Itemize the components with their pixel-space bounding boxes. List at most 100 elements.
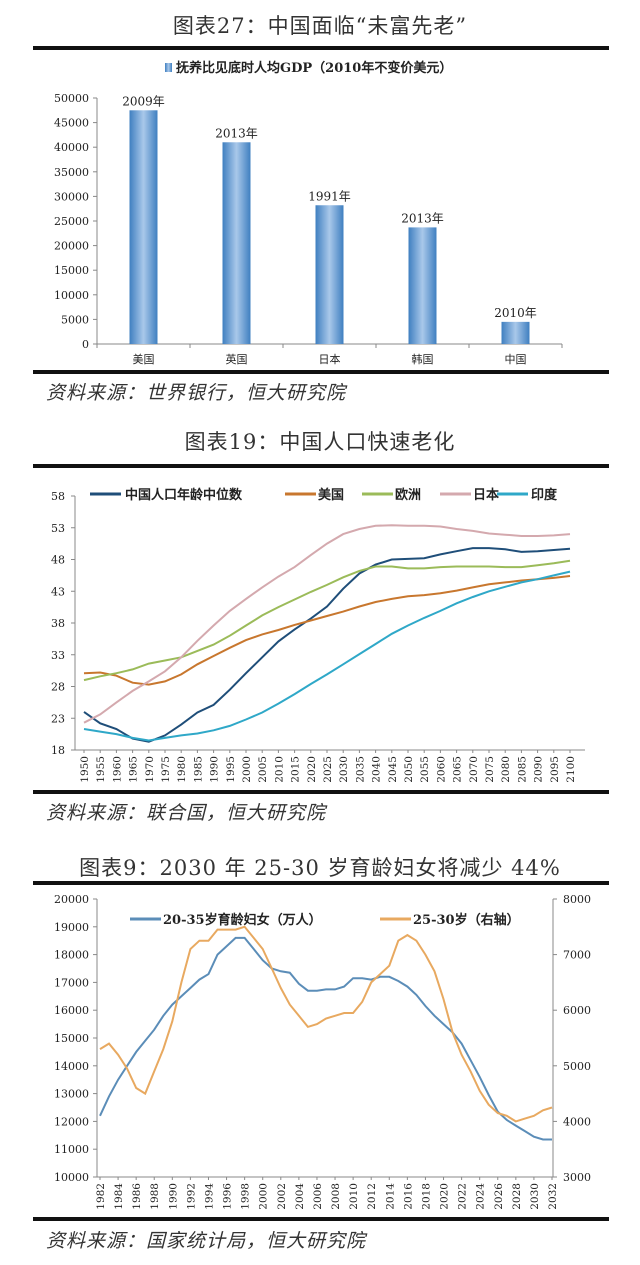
chart1-legend-swatch bbox=[165, 63, 172, 72]
chart3-x-tick-label: 1982 bbox=[95, 1183, 107, 1210]
chart1-x-tick-label: 美国 bbox=[133, 353, 155, 366]
chart1-data-label: 2013年 bbox=[401, 211, 444, 225]
chart3-x-tick-label: 2010 bbox=[348, 1183, 360, 1210]
chart2-x-tick-label: 2005 bbox=[257, 756, 269, 783]
chart1-data-label: 2013年 bbox=[215, 126, 258, 140]
chart2-x-tick-label: 2050 bbox=[403, 756, 415, 783]
chart3-left-y-tick-label: 11000 bbox=[54, 1143, 89, 1156]
chart2-series-line bbox=[83, 524, 571, 724]
chart2-x-tick-label: 1960 bbox=[111, 756, 123, 783]
chart1-data-label: 2010年 bbox=[494, 306, 537, 320]
chart1-data-label: 1991年 bbox=[308, 189, 351, 203]
chart3-left-y-tick-label: 16000 bbox=[54, 1004, 89, 1017]
chart2-x-tick-label: 2080 bbox=[500, 756, 512, 783]
chart3-left-y-tick-label: 15000 bbox=[54, 1032, 89, 1045]
chart2-x-tick-label: 2085 bbox=[516, 756, 528, 783]
chart3-right-y-tick-label: 8000 bbox=[563, 893, 591, 906]
chart1-bar bbox=[408, 227, 437, 344]
chart2-y-tick-label: 48 bbox=[51, 554, 65, 567]
chart2-legend-label: 美国 bbox=[318, 487, 344, 503]
chart2-y-tick-label: 38 bbox=[51, 617, 65, 630]
chart1-bottom-rule bbox=[33, 370, 609, 374]
chart1-x-tick-label: 中国 bbox=[505, 353, 527, 366]
chart2-series-line bbox=[83, 570, 571, 742]
chart2-y-tick-label: 23 bbox=[51, 712, 65, 725]
chart3-legend-label: 20-35岁育龄妇女（万人） bbox=[163, 912, 322, 928]
chart3-x-tick-label: 2002 bbox=[276, 1183, 288, 1210]
chart3-left-y-tick-label: 20000 bbox=[54, 893, 89, 906]
chart2-x-tick-label: 2055 bbox=[419, 756, 431, 783]
chart1-title: 图表27：中国面临“未富先老” bbox=[172, 14, 468, 38]
chart3-left-y-tick-label: 10000 bbox=[54, 1171, 89, 1184]
chart3-right-y-tick-label: 6000 bbox=[563, 1004, 591, 1017]
chart2-x-tick-label: 2065 bbox=[452, 756, 464, 783]
chart2-legend-label: 印度 bbox=[531, 487, 558, 503]
chart3-x-tick-label: 1986 bbox=[131, 1183, 143, 1210]
chart1-bar bbox=[222, 142, 251, 344]
chart1-x-tick-label: 英国 bbox=[226, 352, 248, 366]
chart3-left-y-tick-label: 17000 bbox=[54, 976, 89, 989]
chart1-bar bbox=[501, 321, 530, 344]
chart1-y-tick-label: 25000 bbox=[54, 215, 89, 228]
chart3-x-tick-label: 1998 bbox=[240, 1183, 252, 1210]
chart2-x-tick-label: 1950 bbox=[79, 756, 91, 783]
chart3-x-tick-label: 2014 bbox=[384, 1183, 396, 1210]
chart3-x-tick-label: 2012 bbox=[366, 1183, 378, 1210]
chart3-x-tick-label: 1988 bbox=[149, 1183, 161, 1210]
chart3-x-tick-label: 1984 bbox=[113, 1183, 125, 1210]
chart1-y-tick-label: 20000 bbox=[54, 240, 89, 253]
chart2-legend-label: 中国人口年龄中位数 bbox=[125, 487, 243, 503]
chart2-x-tick-label: 1975 bbox=[160, 756, 172, 783]
chart3-right-y-tick-label: 7000 bbox=[563, 949, 591, 962]
chart2-x-tick-label: 2095 bbox=[549, 756, 561, 783]
chart2-x-tick-label: 2075 bbox=[484, 756, 496, 783]
chart3-bottom-rule bbox=[33, 1217, 609, 1221]
chart2-x-tick-label: 1970 bbox=[144, 756, 156, 783]
chart2-x-tick-label: 2040 bbox=[371, 756, 383, 783]
chart1-legend-label: 抚养比见底时人均GDP（2010年不变价美元） bbox=[176, 60, 452, 76]
chart2-legend-label: 日本 bbox=[473, 487, 499, 503]
chart2-x-tick-label: 2020 bbox=[306, 756, 318, 783]
chart1-x-tick-label: 日本 bbox=[319, 352, 341, 366]
chart1-y-tick-label: 10000 bbox=[54, 289, 89, 302]
chart3-title: 图表9：2030 年 25-30 岁育龄妇女将减少 44% bbox=[79, 856, 561, 880]
chart1-y-tick-label: 30000 bbox=[54, 190, 89, 203]
chart2-x-tick-label: 2090 bbox=[533, 756, 545, 783]
chart3-x-tick-label: 2026 bbox=[493, 1183, 505, 1210]
chart3-x-tick-label: 2004 bbox=[294, 1183, 306, 1210]
chart2-y-tick-label: 53 bbox=[51, 522, 65, 535]
chart3-x-tick-label: 2028 bbox=[511, 1183, 523, 1210]
chart2-x-tick-label: 1990 bbox=[209, 756, 221, 783]
chart2-y-tick-label: 33 bbox=[51, 649, 65, 662]
chart3-source: 资料来源：国家统计局，恒大研究院 bbox=[46, 1230, 367, 1252]
chart3-series-line bbox=[99, 925, 553, 1123]
chart2-x-tick-label: 2060 bbox=[435, 756, 447, 783]
chart3-x-tick-label: 2016 bbox=[402, 1183, 414, 1210]
chart2-source: 资料来源：联合国，恒大研究院 bbox=[46, 802, 327, 824]
chart2-y-tick-label: 28 bbox=[51, 681, 65, 694]
chart2-x-tick-label: 2030 bbox=[338, 756, 350, 783]
chart1-y-tick-label: 45000 bbox=[54, 117, 89, 130]
chart2-x-tick-label: 2100 bbox=[565, 756, 577, 783]
chart3-left-y-tick-label: 18000 bbox=[54, 949, 89, 962]
chart2-y-tick-label: 43 bbox=[51, 585, 65, 598]
chart3-x-tick-label: 2006 bbox=[312, 1183, 324, 1210]
chart2-x-tick-label: 1965 bbox=[128, 756, 140, 783]
chart2-bottom-rule bbox=[33, 790, 609, 794]
chart2-x-tick-label: 1980 bbox=[176, 756, 188, 783]
chart2-x-tick-label: 1955 bbox=[95, 756, 107, 783]
chart1-bar bbox=[129, 110, 158, 344]
chart2-legend-label: 欧洲 bbox=[395, 487, 421, 503]
chart3-x-tick-label: 1990 bbox=[167, 1183, 179, 1210]
chart2-x-tick-label: 2000 bbox=[241, 756, 253, 783]
chart1-y-tick-label: 35000 bbox=[54, 166, 89, 179]
chart2-x-tick-label: 2045 bbox=[387, 756, 399, 783]
chart2-series-line bbox=[83, 575, 571, 686]
chart1-y-tick-label: 15000 bbox=[54, 264, 89, 277]
chart1-y-tick-label: 50000 bbox=[54, 92, 89, 105]
chart3-x-tick-label: 2000 bbox=[258, 1183, 270, 1210]
chart2-series-line bbox=[83, 559, 571, 682]
chart2-series-line bbox=[83, 547, 571, 743]
chart3-x-tick-label: 2018 bbox=[420, 1183, 432, 1210]
